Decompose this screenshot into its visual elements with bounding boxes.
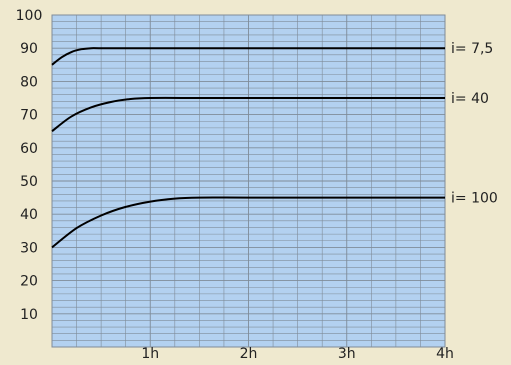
y-tick-label: 70 [20,108,38,124]
series-line [51,196,445,249]
y-tick-label: 60 [20,141,38,157]
x-tick-label: 2h [240,346,258,361]
y-tick-label: 10 [20,307,38,323]
series-line [51,47,445,66]
y-tick-label: 100 [16,8,43,24]
y-tick-label: 30 [20,240,38,256]
plot-frame [51,14,446,348]
series-label: i= 40 [451,91,489,107]
x-tick-label: 3h [338,346,356,361]
y-tick-label: 20 [20,274,38,290]
y-tick-label: 50 [20,174,38,190]
series-line [51,96,445,132]
x-tick-label: 1h [141,346,159,361]
x-tick-label: 4h [436,346,454,361]
y-tick-label: 80 [20,74,38,90]
series-label: i= 100 [451,191,498,207]
y-tick-label: 90 [20,41,38,57]
series-label: i= 7,5 [451,41,493,57]
y-tick-label: 40 [20,207,38,223]
